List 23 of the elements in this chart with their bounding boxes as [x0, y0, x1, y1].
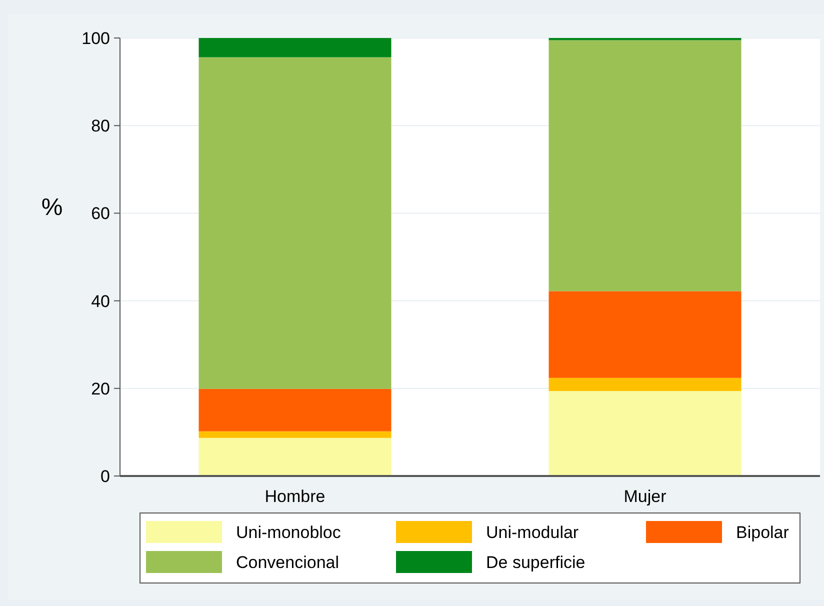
y-tick-label: 100: [82, 28, 110, 48]
y-axis-title: %: [41, 194, 63, 221]
legend-label: De superficie: [486, 552, 586, 572]
bar: [198, 38, 392, 58]
bar: [548, 391, 742, 476]
legend-label: Bipolar: [736, 522, 790, 542]
bar: [198, 431, 392, 438]
bar: [548, 378, 742, 392]
y-tick-label: 40: [91, 292, 110, 311]
legend-label: Uni-modular: [486, 522, 579, 542]
y-tick-label: 0: [100, 466, 110, 486]
bar: [198, 388, 392, 432]
legend-label: Uni-monobloc: [236, 522, 342, 542]
legend-label: Convencional: [236, 552, 340, 572]
bar: [198, 57, 392, 389]
y-tick-label: 20: [91, 379, 110, 398]
bar: [198, 438, 392, 476]
y-tick-label: 80: [91, 116, 110, 136]
bar: [548, 291, 742, 378]
bar: [548, 40, 742, 292]
x-tick-label: Hombre: [264, 487, 326, 506]
x-tick-label: Mujer: [624, 487, 667, 506]
y-tick-label: 60: [91, 204, 110, 224]
